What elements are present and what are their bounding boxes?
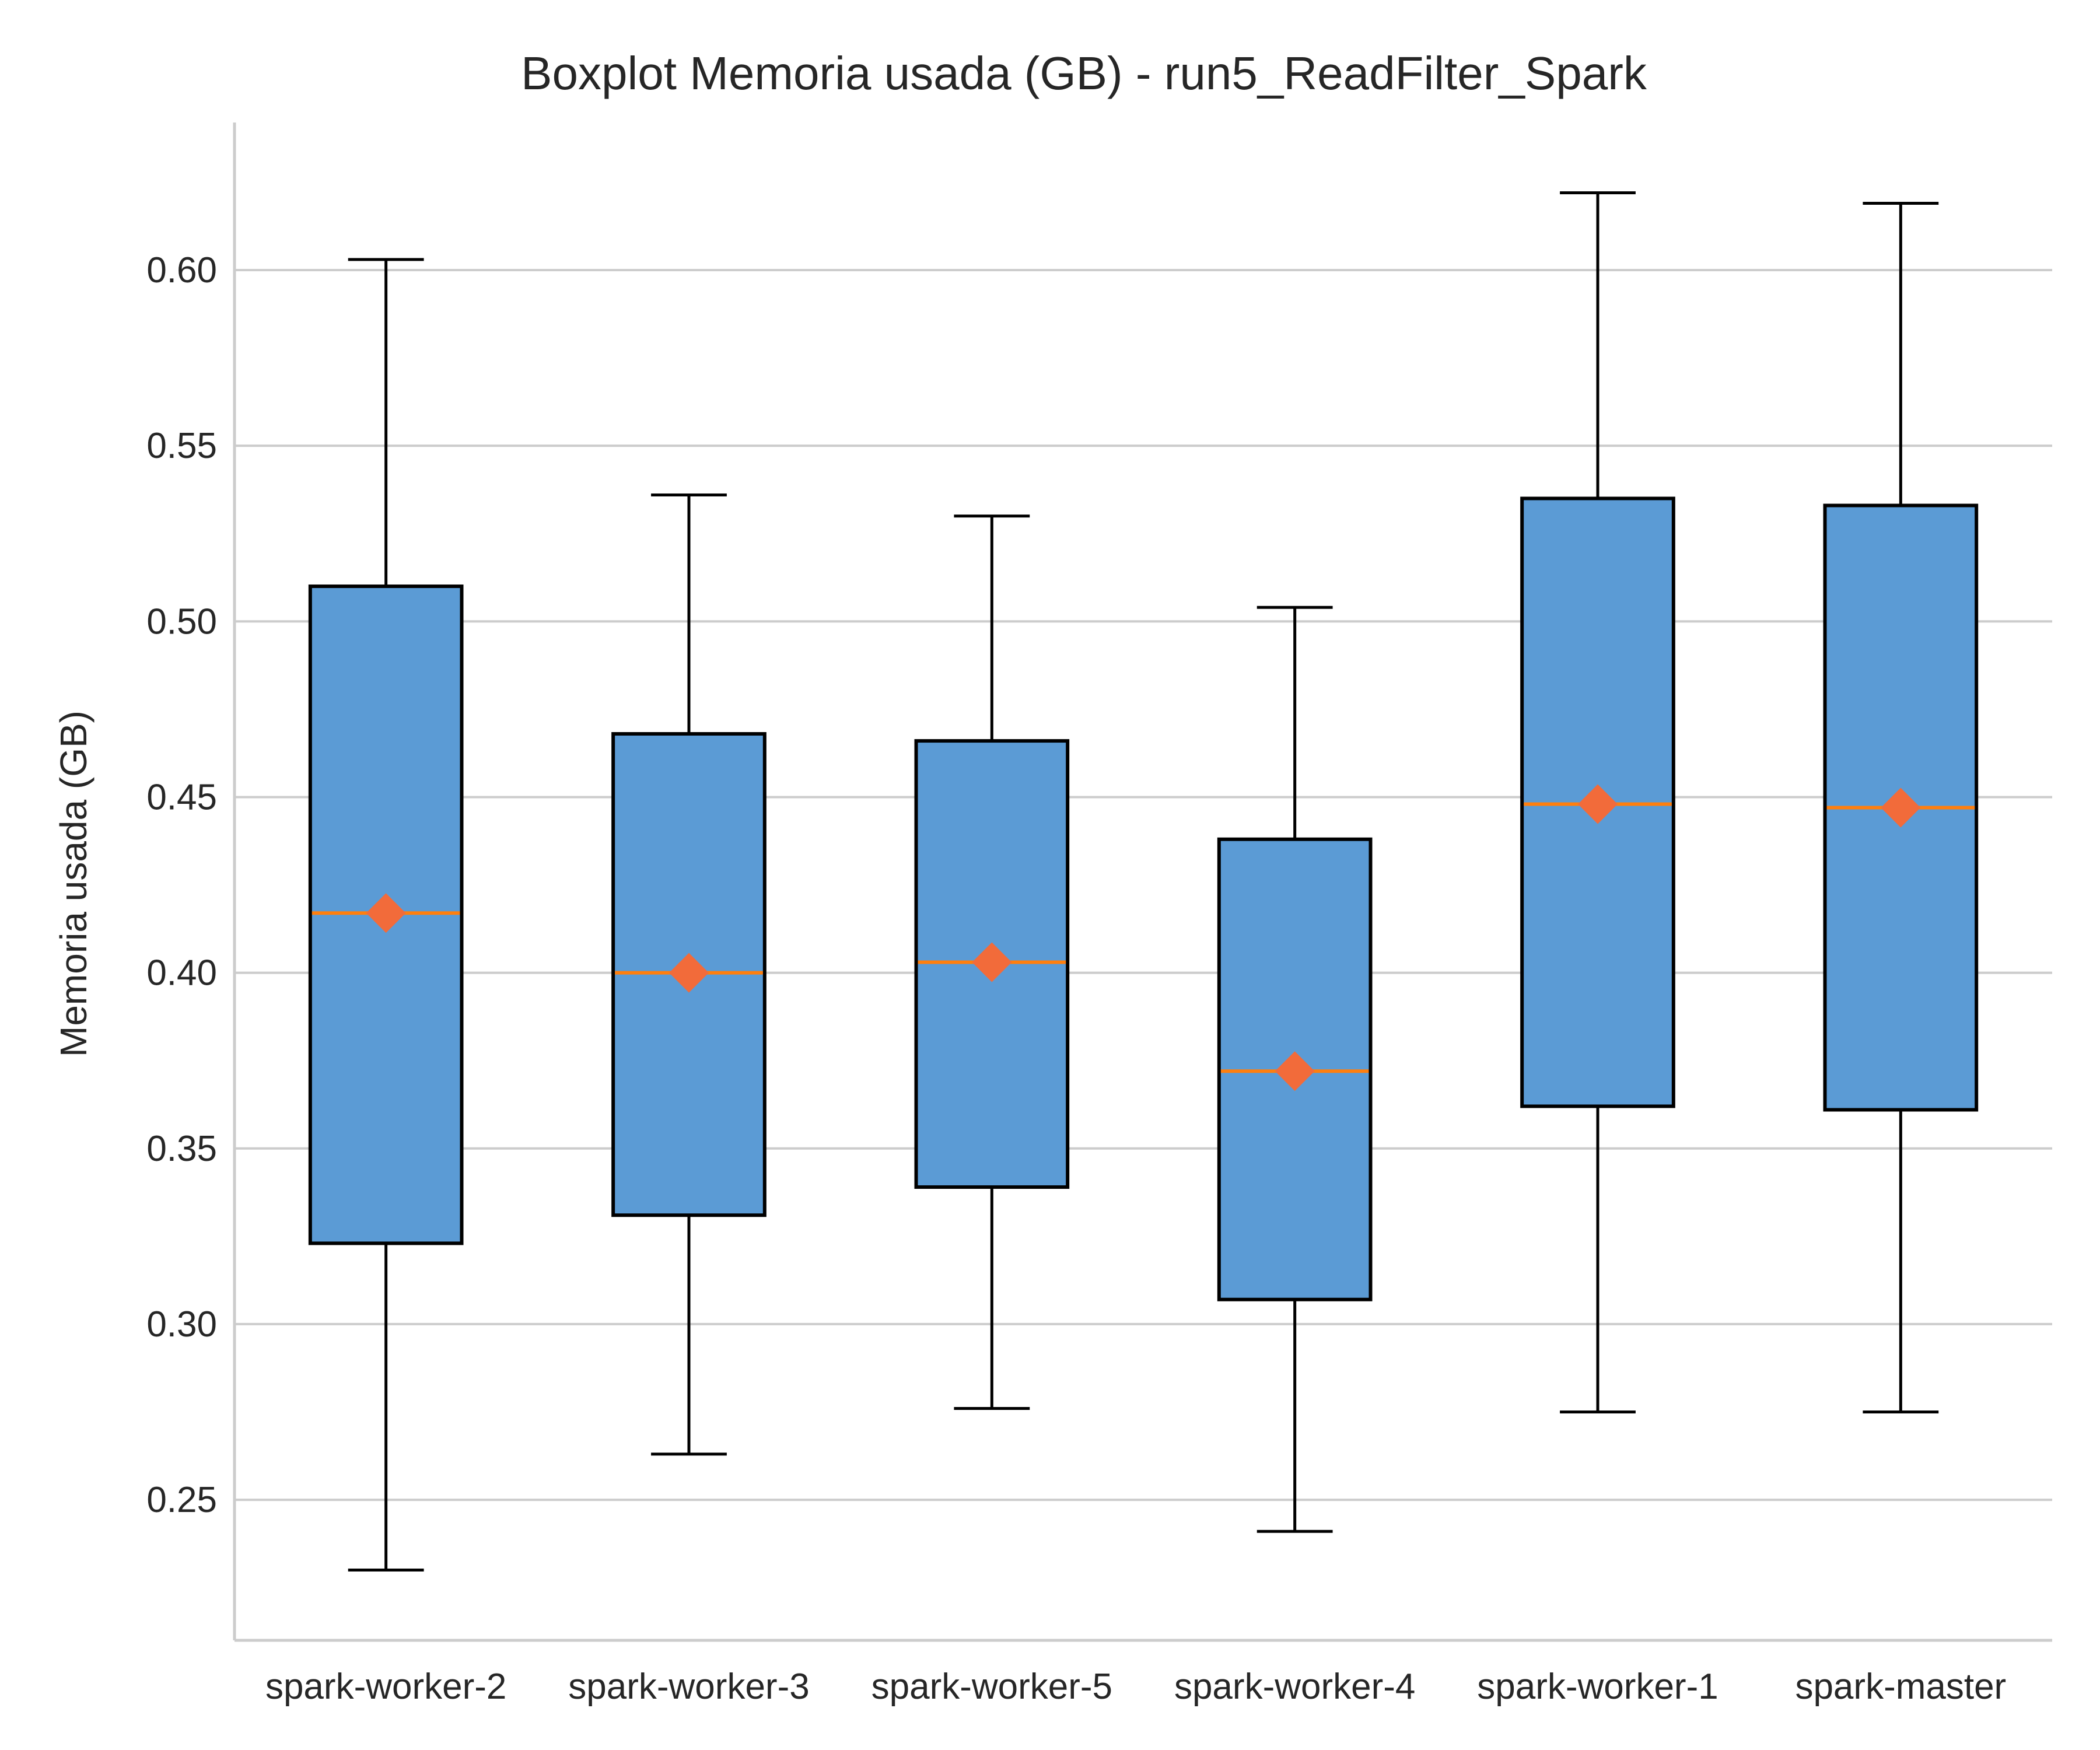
y-tick-label-7: 0.60 [146,250,217,290]
grid-lines [235,268,2052,1502]
box-2 [914,514,1070,1410]
y-tick-label-1: 0.30 [146,1304,217,1345]
x-tick-label-2: spark-worker-5 [872,1667,1112,1707]
y-tick-label-4: 0.45 [146,777,217,817]
box-5 [1823,202,1979,1413]
chart-title: Boxplot Memoria usada (GB) - run5_ReadFi… [521,47,1647,99]
y-axis-label: Memoria usada (GB) [52,710,94,1057]
x-tick-label-3: spark-worker-4 [1174,1667,1415,1707]
mean-marker-0 [366,893,406,933]
mean-marker-5 [1881,788,1921,828]
mean-marker-4 [1578,784,1618,824]
y-tick-label-6: 0.55 [146,426,217,466]
x-tick-label-1: spark-worker-3 [568,1667,809,1707]
x-tick-label-4: spark-worker-1 [1477,1667,1718,1707]
y-tick-label-2: 0.35 [146,1129,217,1169]
y-tick-label-3: 0.40 [146,953,217,993]
mean-marker-1 [669,953,709,993]
y-tick-label-5: 0.50 [146,601,217,642]
box-1 [611,493,766,1456]
y-tick-label-0: 0.25 [146,1480,217,1520]
box-series [308,191,1979,1572]
mean-marker-3 [1275,1051,1315,1091]
tick-labels: 0.25 0.30 0.35 0.40 0.45 0.50 0.55 0.60 spark-wo… [146,250,2006,1707]
box-4 [1520,191,1675,1413]
axes [233,123,2052,1642]
box-3 [1217,606,1373,1533]
x-tick-label-5: spark-master [1795,1667,2006,1707]
box-0 [308,258,464,1572]
mean-marker-2 [972,942,1012,982]
x-tick-label-0: spark-worker-2 [265,1667,506,1707]
